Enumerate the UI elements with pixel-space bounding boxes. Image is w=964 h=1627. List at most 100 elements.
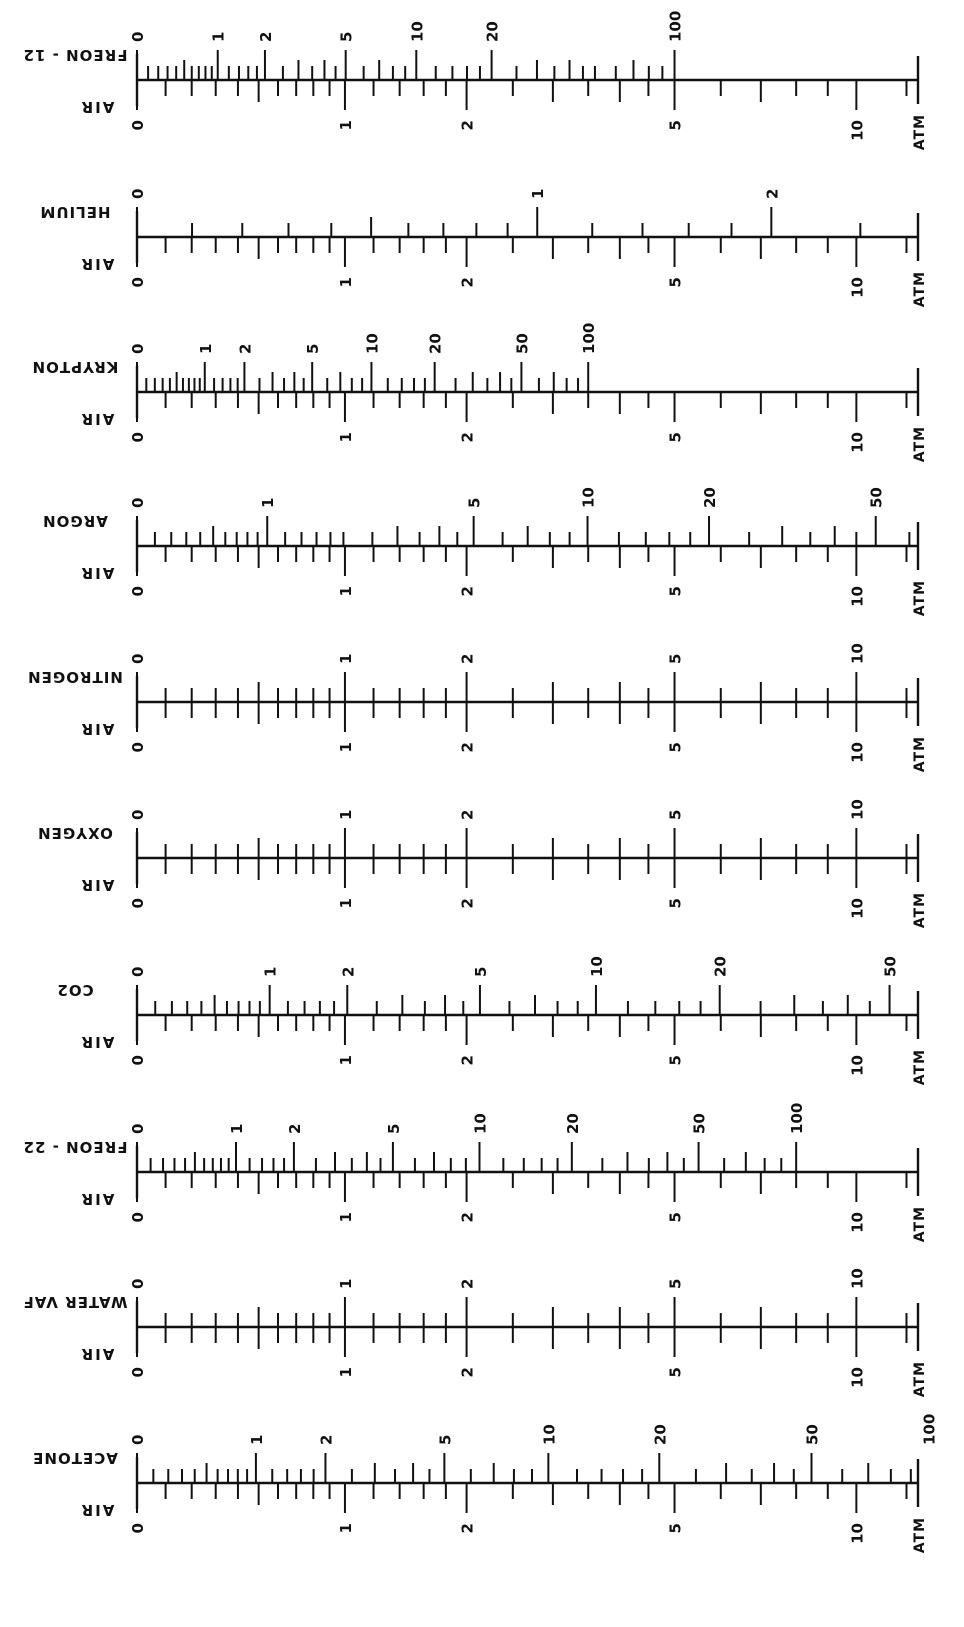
gas-scale-label: 2 [257, 32, 275, 42]
scale-pair: 0125102050100ATMAIR0125102050100KRYPTON [32, 323, 928, 463]
air-scale-label: 1 [337, 1523, 355, 1533]
gas-scale-label: 10 [848, 799, 866, 820]
air-scale-label: 0 [129, 898, 147, 908]
air-scale-label: 10 [848, 120, 866, 141]
air-scale-label: 2 [459, 742, 477, 752]
air-reference-label: AIR [80, 1033, 115, 1051]
air-scale-label: 2 [459, 898, 477, 908]
gas-scale-label: 5 [667, 810, 685, 820]
atm-unit-label: ATM [912, 1517, 928, 1553]
atm-unit-label: ATM [912, 1049, 928, 1085]
gas-scale-label: 20 [484, 21, 502, 42]
gas-name-label: FREON - 22 [23, 1138, 128, 1156]
air-scale-label: 1 [337, 1212, 355, 1222]
air-reference-label: AIR [80, 876, 115, 894]
air-scale-label: 1 [337, 1055, 355, 1065]
air-reference-label: AIR [80, 1345, 115, 1363]
air-scale-label: 5 [667, 432, 685, 442]
gas-scale-label: 5 [385, 1124, 403, 1134]
gas-scale-label: 10 [471, 1113, 489, 1134]
gas-scale-label: 0 [129, 967, 147, 977]
scale-pair: 0125102050100ATMAIR0125102050100ACETONE [32, 1414, 939, 1554]
gas-scale-label: 100 [580, 323, 598, 354]
scale-pair: 0125102050100ATMAIR01251020WATER VAF [22, 1268, 928, 1397]
air-scale-label: 5 [667, 1523, 685, 1533]
gas-scale-label: 10 [848, 643, 866, 664]
air-scale-label: 1 [337, 120, 355, 130]
air-scale-label: 2 [459, 277, 477, 287]
gas-scale-label: 20 [701, 487, 719, 508]
gas-scale-label: 50 [513, 333, 531, 354]
gas-scale-label: 50 [868, 487, 886, 508]
gas-name-label: HELIUM [39, 203, 110, 221]
air-scale-label: 10 [848, 277, 866, 298]
gas-scale-label: 50 [691, 1113, 709, 1134]
gas-scale-label: 2 [459, 654, 477, 664]
air-scale-label: 2 [459, 1212, 477, 1222]
gas-scale-label: 0 [129, 498, 147, 508]
air-scale-label: 10 [848, 1523, 866, 1544]
air-scale-label: 2 [459, 1367, 477, 1377]
atm-unit-label: ATM [912, 1361, 928, 1397]
air-reference-label: AIR [80, 1501, 115, 1519]
air-scale-label: 5 [667, 1212, 685, 1222]
air-reference-label: AIR [80, 720, 115, 738]
gas-scale-label: 1 [259, 498, 277, 508]
scale-pair: 0125102050100ATMAIR0125102050100FREON - … [23, 1103, 928, 1243]
atm-unit-label: ATM [912, 892, 928, 928]
gas-scale-label: 1 [529, 189, 547, 199]
gas-name-label: ARGON [42, 512, 108, 530]
air-reference-label: AIR [80, 564, 115, 582]
gas-scale-label: 1 [248, 1435, 266, 1445]
air-scale-label: 1 [337, 432, 355, 442]
air-scale-label: 0 [129, 120, 147, 130]
air-scale-label: 1 [337, 277, 355, 287]
air-reference-label: AIR [80, 98, 115, 116]
gas-scale-label: 1 [337, 1279, 355, 1289]
gas-name-label: FREON - 12 [23, 46, 128, 64]
air-scale-label: 10 [848, 742, 866, 763]
air-scale-label: 2 [459, 586, 477, 596]
gas-scale-label: 10 [408, 21, 426, 42]
gas-scale-label: 2 [459, 810, 477, 820]
gas-scale-label: 10 [540, 1424, 558, 1445]
air-reference-label: AIR [80, 410, 115, 428]
gas-scale-label: 5 [667, 654, 685, 664]
air-scale-label: 1 [337, 1367, 355, 1377]
gas-scale-label: 50 [803, 1424, 821, 1445]
gas-name-label: NITROGEN [27, 668, 123, 686]
air-scale-label: 10 [848, 898, 866, 919]
air-scale-label: 2 [459, 120, 477, 130]
gas-scale-label: 10 [580, 487, 598, 508]
air-scale-label: 10 [848, 1367, 866, 1388]
atm-unit-label: ATM [912, 580, 928, 616]
air-reference-label: AIR [80, 255, 115, 273]
gas-scale-label: 2 [236, 344, 254, 354]
air-scale-label: 5 [667, 1055, 685, 1065]
atm-unit-label: ATM [912, 114, 928, 150]
gas-scale-label: 5 [338, 32, 356, 42]
gas-scale-label: 50 [882, 956, 900, 977]
air-scale-label: 5 [667, 586, 685, 596]
gas-scale-label: 2 [286, 1124, 304, 1134]
gas-scale-label: 0 [129, 344, 147, 354]
gas-scale-label: 1 [262, 967, 280, 977]
gas-scale-label: 20 [564, 1113, 582, 1134]
gas-name-label: OXYGEN [37, 824, 113, 842]
air-scale-label: 1 [337, 586, 355, 596]
air-scale-label: 1 [337, 742, 355, 752]
gas-scale-label: 100 [667, 11, 685, 42]
gas-scale-label: 10 [848, 1268, 866, 1289]
air-scale-label: 0 [129, 1523, 147, 1533]
air-scale-label: 0 [129, 1212, 147, 1222]
air-scale-label: 0 [129, 277, 147, 287]
gas-scale-label: 5 [472, 967, 490, 977]
air-scale-label: 5 [667, 742, 685, 752]
air-scale-label: 0 [129, 586, 147, 596]
gas-name-label: KRYPTON [32, 358, 119, 376]
air-scale-label: 5 [667, 277, 685, 287]
air-scale-label: 5 [667, 898, 685, 908]
gas-scale-label: 2 [339, 967, 357, 977]
air-scale-label: 2 [459, 1055, 477, 1065]
